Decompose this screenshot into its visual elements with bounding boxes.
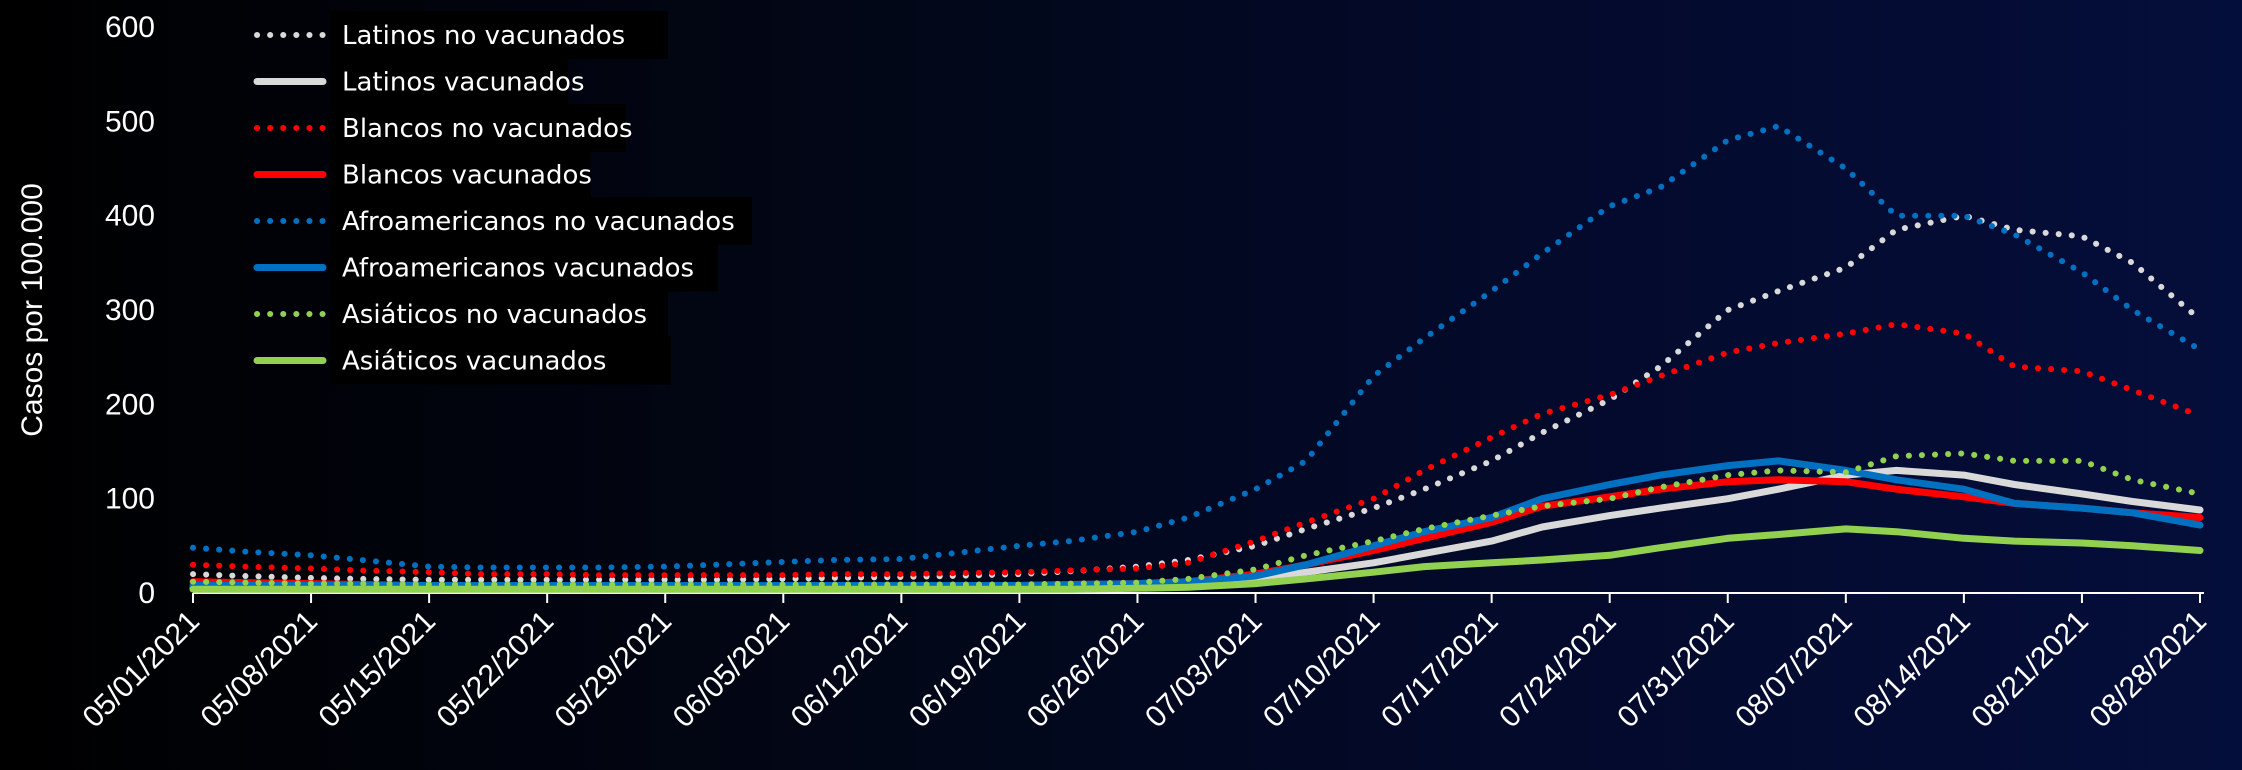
x-tick-label: 05/22/2021 [431, 605, 561, 735]
x-tick-label: 08/28/2021 [2083, 605, 2213, 735]
x-tick-label: 06/19/2021 [903, 605, 1033, 735]
legend-label-bg [330, 197, 752, 245]
series-line [190, 123, 2203, 571]
x-tick-label: 07/24/2021 [1493, 605, 1623, 735]
legend: Latinos no vacunados Latinos vacunados Bla… [253, 11, 752, 385]
y-tick-label: 300 [105, 294, 155, 327]
x-tick-label: 07/03/2021 [1139, 605, 1269, 735]
x-tick-label: 06/05/2021 [667, 605, 797, 735]
x-tick-label: 07/10/2021 [1257, 605, 1387, 735]
y-tick-label: 500 [105, 105, 155, 138]
x-tick-label: 05/08/2021 [194, 605, 324, 735]
x-tick-label: 08/14/2021 [1847, 605, 1977, 735]
y-tick-label: 100 [105, 483, 155, 516]
legend-label: Latinos no vacunados [342, 21, 625, 51]
series-line [190, 321, 2203, 579]
y-tick-label: 400 [105, 200, 155, 233]
plot-lines [189, 123, 2204, 593]
y-tick-label: 600 [105, 11, 155, 44]
legend-label-bg [330, 336, 671, 385]
x-ticks: 05/01/202105/08/202105/15/202105/22/2021… [76, 593, 2213, 734]
x-tick-label: 06/12/2021 [785, 605, 915, 735]
legend-label-bg [330, 104, 626, 152]
series-line [190, 450, 2203, 588]
series-line [189, 525, 2204, 593]
legend-label: Asiáticos vacunados [342, 347, 606, 377]
legend-label-bg [330, 290, 668, 338]
legend-label-bg [330, 11, 668, 59]
x-tick-label: 05/01/2021 [76, 605, 206, 735]
x-tick-label: 05/29/2021 [549, 605, 679, 735]
legend-label: Latinos vacunados [342, 68, 585, 98]
legend-label: Blancos no vacunados [342, 114, 633, 144]
legend-label-bg [330, 150, 591, 199]
x-tick-label: 06/26/2021 [1021, 605, 1151, 735]
x-tick-label: 07/31/2021 [1611, 605, 1741, 735]
legend-label: Afroamericanos no vacunados [342, 207, 735, 237]
legend-label-bg [330, 243, 718, 292]
y-tick-label: 0 [138, 577, 155, 610]
y-ticks: 0 100 200 300 400 500 600 [105, 11, 155, 610]
x-tick-label: 08/07/2021 [1729, 605, 1859, 735]
y-axis-label: Casos por 100.000 [16, 183, 49, 437]
x-tick-label: 07/17/2021 [1375, 605, 1505, 735]
x-tick-label: 08/21/2021 [1965, 605, 2095, 735]
legend-label-bg [330, 57, 568, 106]
y-tick-label: 200 [105, 388, 155, 421]
legend-label: Blancos vacunados [342, 161, 592, 191]
x-tick-label: 05/15/2021 [313, 605, 443, 735]
legend-label: Afroamericanos vacunados [342, 254, 694, 284]
legend-label: Asiáticos no vacunados [342, 300, 647, 330]
